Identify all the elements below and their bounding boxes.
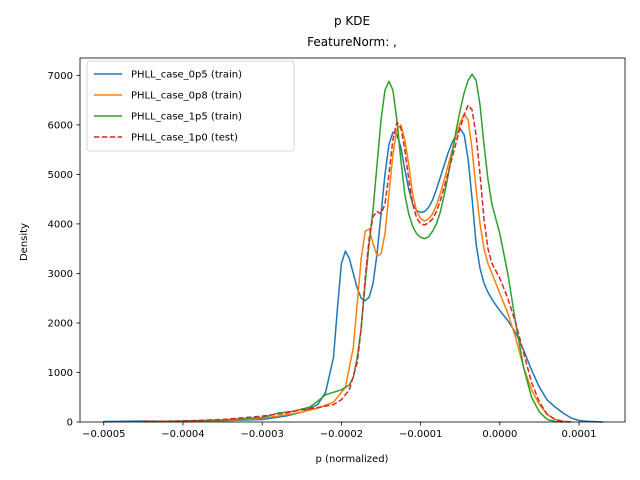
y-tick-label: 4000 [48,219,73,230]
x-axis: −0.0005 −0.0004 −0.0003 −0.0002 −0.0001 0.000… [82,422,597,440]
y-tick-label: 2000 [48,318,73,329]
plot-frame [79,57,626,423]
legend: PHLL_case_0p5 (train) PHLL_case_0p8 (trai… [86,60,295,152]
series-line-1 [142,113,572,423]
x-tick-label: −0.0002 [320,429,363,440]
legend-box [86,60,295,152]
y-tick-label: 1000 [48,368,73,379]
legend-label-0: PHLL_case_0p5 (train) [131,70,242,81]
x-tick-label: 0.0001 [562,429,597,440]
series-line-2 [142,73,564,423]
y-tick-label: 0 [67,418,73,429]
x-tick-label: −0.0003 [241,429,284,440]
y-tick-label: 3000 [48,269,73,280]
y-axis: 0 1000 2000 3000 4000 5000 6000 7000 [48,71,80,429]
legend-label-1: PHLL_case_0p8 (train) [131,91,242,102]
x-tick-label: −0.0005 [82,429,125,440]
y-axis-label: Density [19,223,30,261]
x-tick-label: −0.0001 [399,429,442,440]
series-line-3 [143,104,572,423]
x-tick-label: −0.0004 [161,429,204,440]
x-tick-label: 0.0000 [482,429,517,440]
chart-title: p KDE [334,14,370,28]
x-axis-label: p (normalized) [316,454,389,465]
series-layer [103,73,604,423]
y-tick-label: 6000 [48,120,73,131]
y-tick-label: 7000 [48,71,73,82]
chart-subtitle: FeatureNorm: , [307,35,397,49]
y-tick-label: 5000 [48,170,73,181]
legend-label-2: PHLL_case_1p5 (train) [131,112,242,123]
legend-label-3: PHLL_case_1p0 (test) [131,133,238,144]
